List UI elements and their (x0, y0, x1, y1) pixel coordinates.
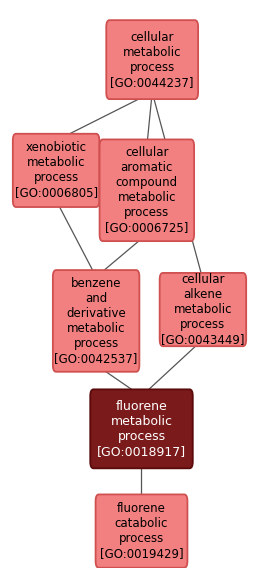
Text: benzene
and
derivative
metabolic
process
[GO:0042537]: benzene and derivative metabolic process… (54, 277, 138, 365)
FancyBboxPatch shape (13, 134, 99, 207)
Text: fluorene
catabolic
process
[GO:0019429]: fluorene catabolic process [GO:0019429] (100, 502, 183, 560)
Text: cellular
aromatic
compound
metabolic
process
[GO:0006725]: cellular aromatic compound metabolic pro… (105, 147, 189, 234)
FancyBboxPatch shape (90, 390, 193, 468)
Text: cellular
metabolic
process
[GO:0044237]: cellular metabolic process [GO:0044237] (111, 31, 194, 89)
Text: fluorene
metabolic
process
[GO:0018917]: fluorene metabolic process [GO:0018917] (97, 400, 186, 458)
FancyBboxPatch shape (160, 273, 246, 346)
FancyBboxPatch shape (53, 270, 139, 372)
FancyBboxPatch shape (106, 20, 198, 99)
Text: cellular
alkene
metabolic
process
[GO:0043449]: cellular alkene metabolic process [GO:00… (161, 273, 245, 346)
Text: xenobiotic
metabolic
process
[GO:0006805]: xenobiotic metabolic process [GO:0006805… (14, 141, 98, 199)
FancyBboxPatch shape (100, 140, 194, 241)
FancyBboxPatch shape (96, 494, 187, 568)
